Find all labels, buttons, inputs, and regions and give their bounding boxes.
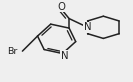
- Text: O: O: [57, 2, 65, 12]
- Text: N: N: [61, 51, 68, 61]
- Text: N: N: [84, 22, 91, 32]
- Text: Br: Br: [7, 47, 18, 56]
